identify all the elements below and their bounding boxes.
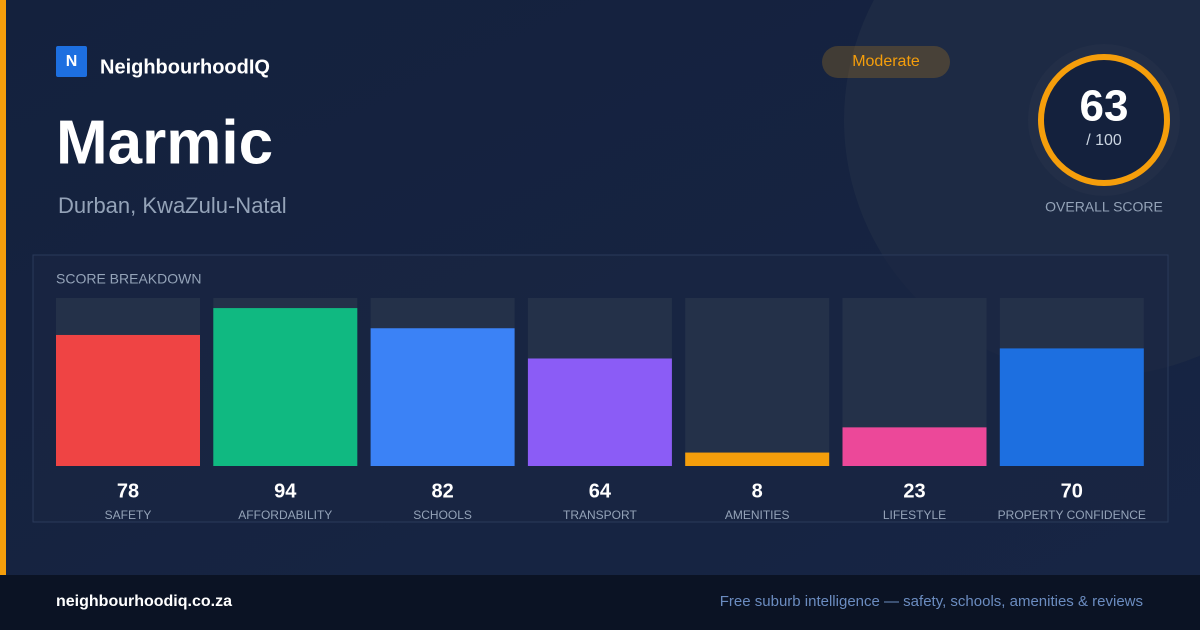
category-label: LIFESTYLE [883, 508, 946, 522]
logo-letter: N [66, 53, 78, 70]
bar [999, 348, 1144, 466]
category-label: TRANSPORT [563, 508, 637, 522]
score-value: 63 [1080, 82, 1129, 131]
value-label: 8 [752, 480, 763, 502]
footer-url: neighbourhoodiq.co.za [56, 593, 232, 610]
value-label: 70 [1061, 480, 1083, 502]
badge [822, 46, 950, 78]
category-label: PROPERTY CONFIDENCE [998, 508, 1146, 522]
location: Durban, KwaZulu-Natal [58, 193, 287, 218]
score-out-of: / 100 [1086, 132, 1122, 149]
value-label: 23 [903, 480, 925, 502]
value-label: 82 [431, 480, 453, 502]
bar [56, 334, 200, 466]
bar-track [685, 298, 830, 466]
value-label: 94 [274, 480, 297, 502]
brand-name: NeighbourhoodIQ [100, 56, 270, 78]
suburb-title: Marmic [56, 108, 273, 177]
footer-bar [0, 575, 1200, 630]
chart-title: SCORE BREAKDOWN [56, 271, 201, 287]
accent-stripe [0, 0, 6, 575]
gauge-ring [1038, 54, 1170, 186]
value-label: 64 [589, 480, 612, 502]
bar [370, 328, 515, 466]
badge-text: Moderate [852, 53, 920, 70]
category-label: AFFORDABILITY [238, 508, 332, 522]
bar [527, 358, 672, 466]
value-label: 78 [117, 480, 139, 502]
score-label: OVERALL SCORE [1045, 199, 1163, 215]
logo [56, 46, 87, 77]
category-label: SAFETY [105, 508, 152, 522]
category-label: SCHOOLS [413, 508, 472, 522]
footer-tagline: Free suburb intelligence — safety, schoo… [720, 593, 1143, 610]
category-label: AMENITIES [725, 508, 790, 522]
bar [842, 427, 987, 466]
bar [213, 308, 358, 466]
bar [685, 452, 830, 466]
